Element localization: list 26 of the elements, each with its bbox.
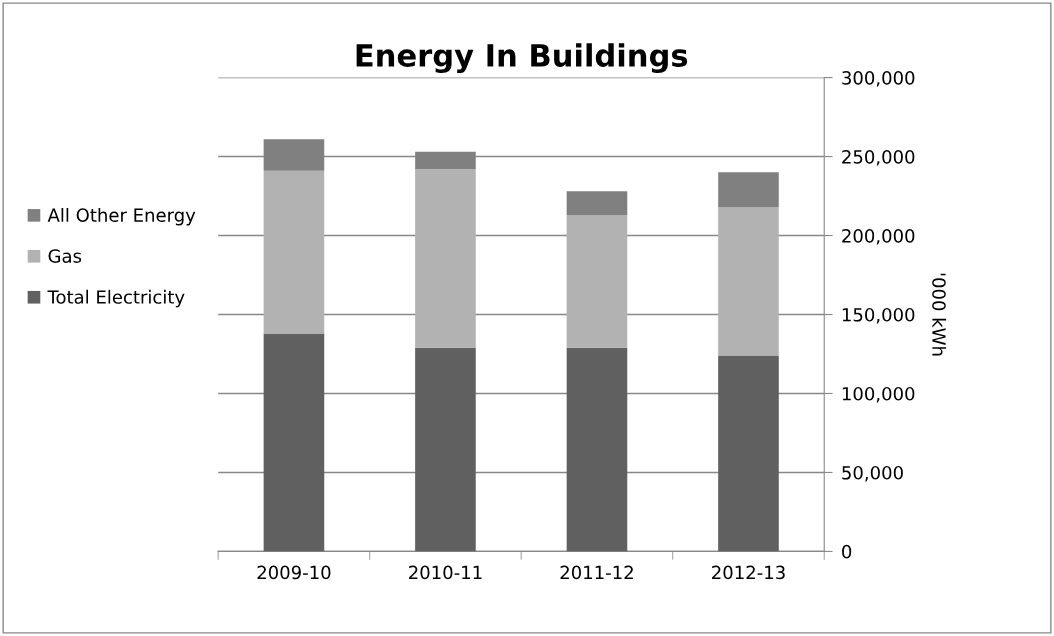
bar xyxy=(718,172,779,208)
bar xyxy=(718,207,779,356)
bar xyxy=(415,347,476,552)
legend-label: All Other Energy xyxy=(47,207,196,226)
y-tick-label: 100,000 xyxy=(842,386,915,403)
y-tick-label: 50,000 xyxy=(842,465,903,482)
bar xyxy=(263,170,325,334)
bar xyxy=(566,215,628,348)
y-tick-label: 200,000 xyxy=(842,228,915,245)
y-tick-label: 250,000 xyxy=(842,150,915,166)
bar xyxy=(718,355,779,552)
bar xyxy=(415,169,476,348)
bar xyxy=(566,191,628,215)
x-tick-label: 2010-11 xyxy=(409,565,482,580)
y-tick-label: 150,000 xyxy=(842,307,915,324)
y-axis-title: '000 kWh xyxy=(932,273,947,356)
y-tick-label: 0 xyxy=(842,544,852,559)
x-tick-label: 2011-12 xyxy=(560,565,633,580)
legend-label: Total Electricity xyxy=(47,289,185,308)
bar xyxy=(263,333,325,552)
legend-label: Gas xyxy=(48,249,82,263)
chart-title: Energy In Buildings xyxy=(356,43,688,74)
bar xyxy=(566,347,628,552)
y-tick-label: 300,000 xyxy=(842,71,915,87)
x-tick-label: 2012-13 xyxy=(712,565,785,580)
x-tick-label: 2009-10 xyxy=(257,565,331,580)
